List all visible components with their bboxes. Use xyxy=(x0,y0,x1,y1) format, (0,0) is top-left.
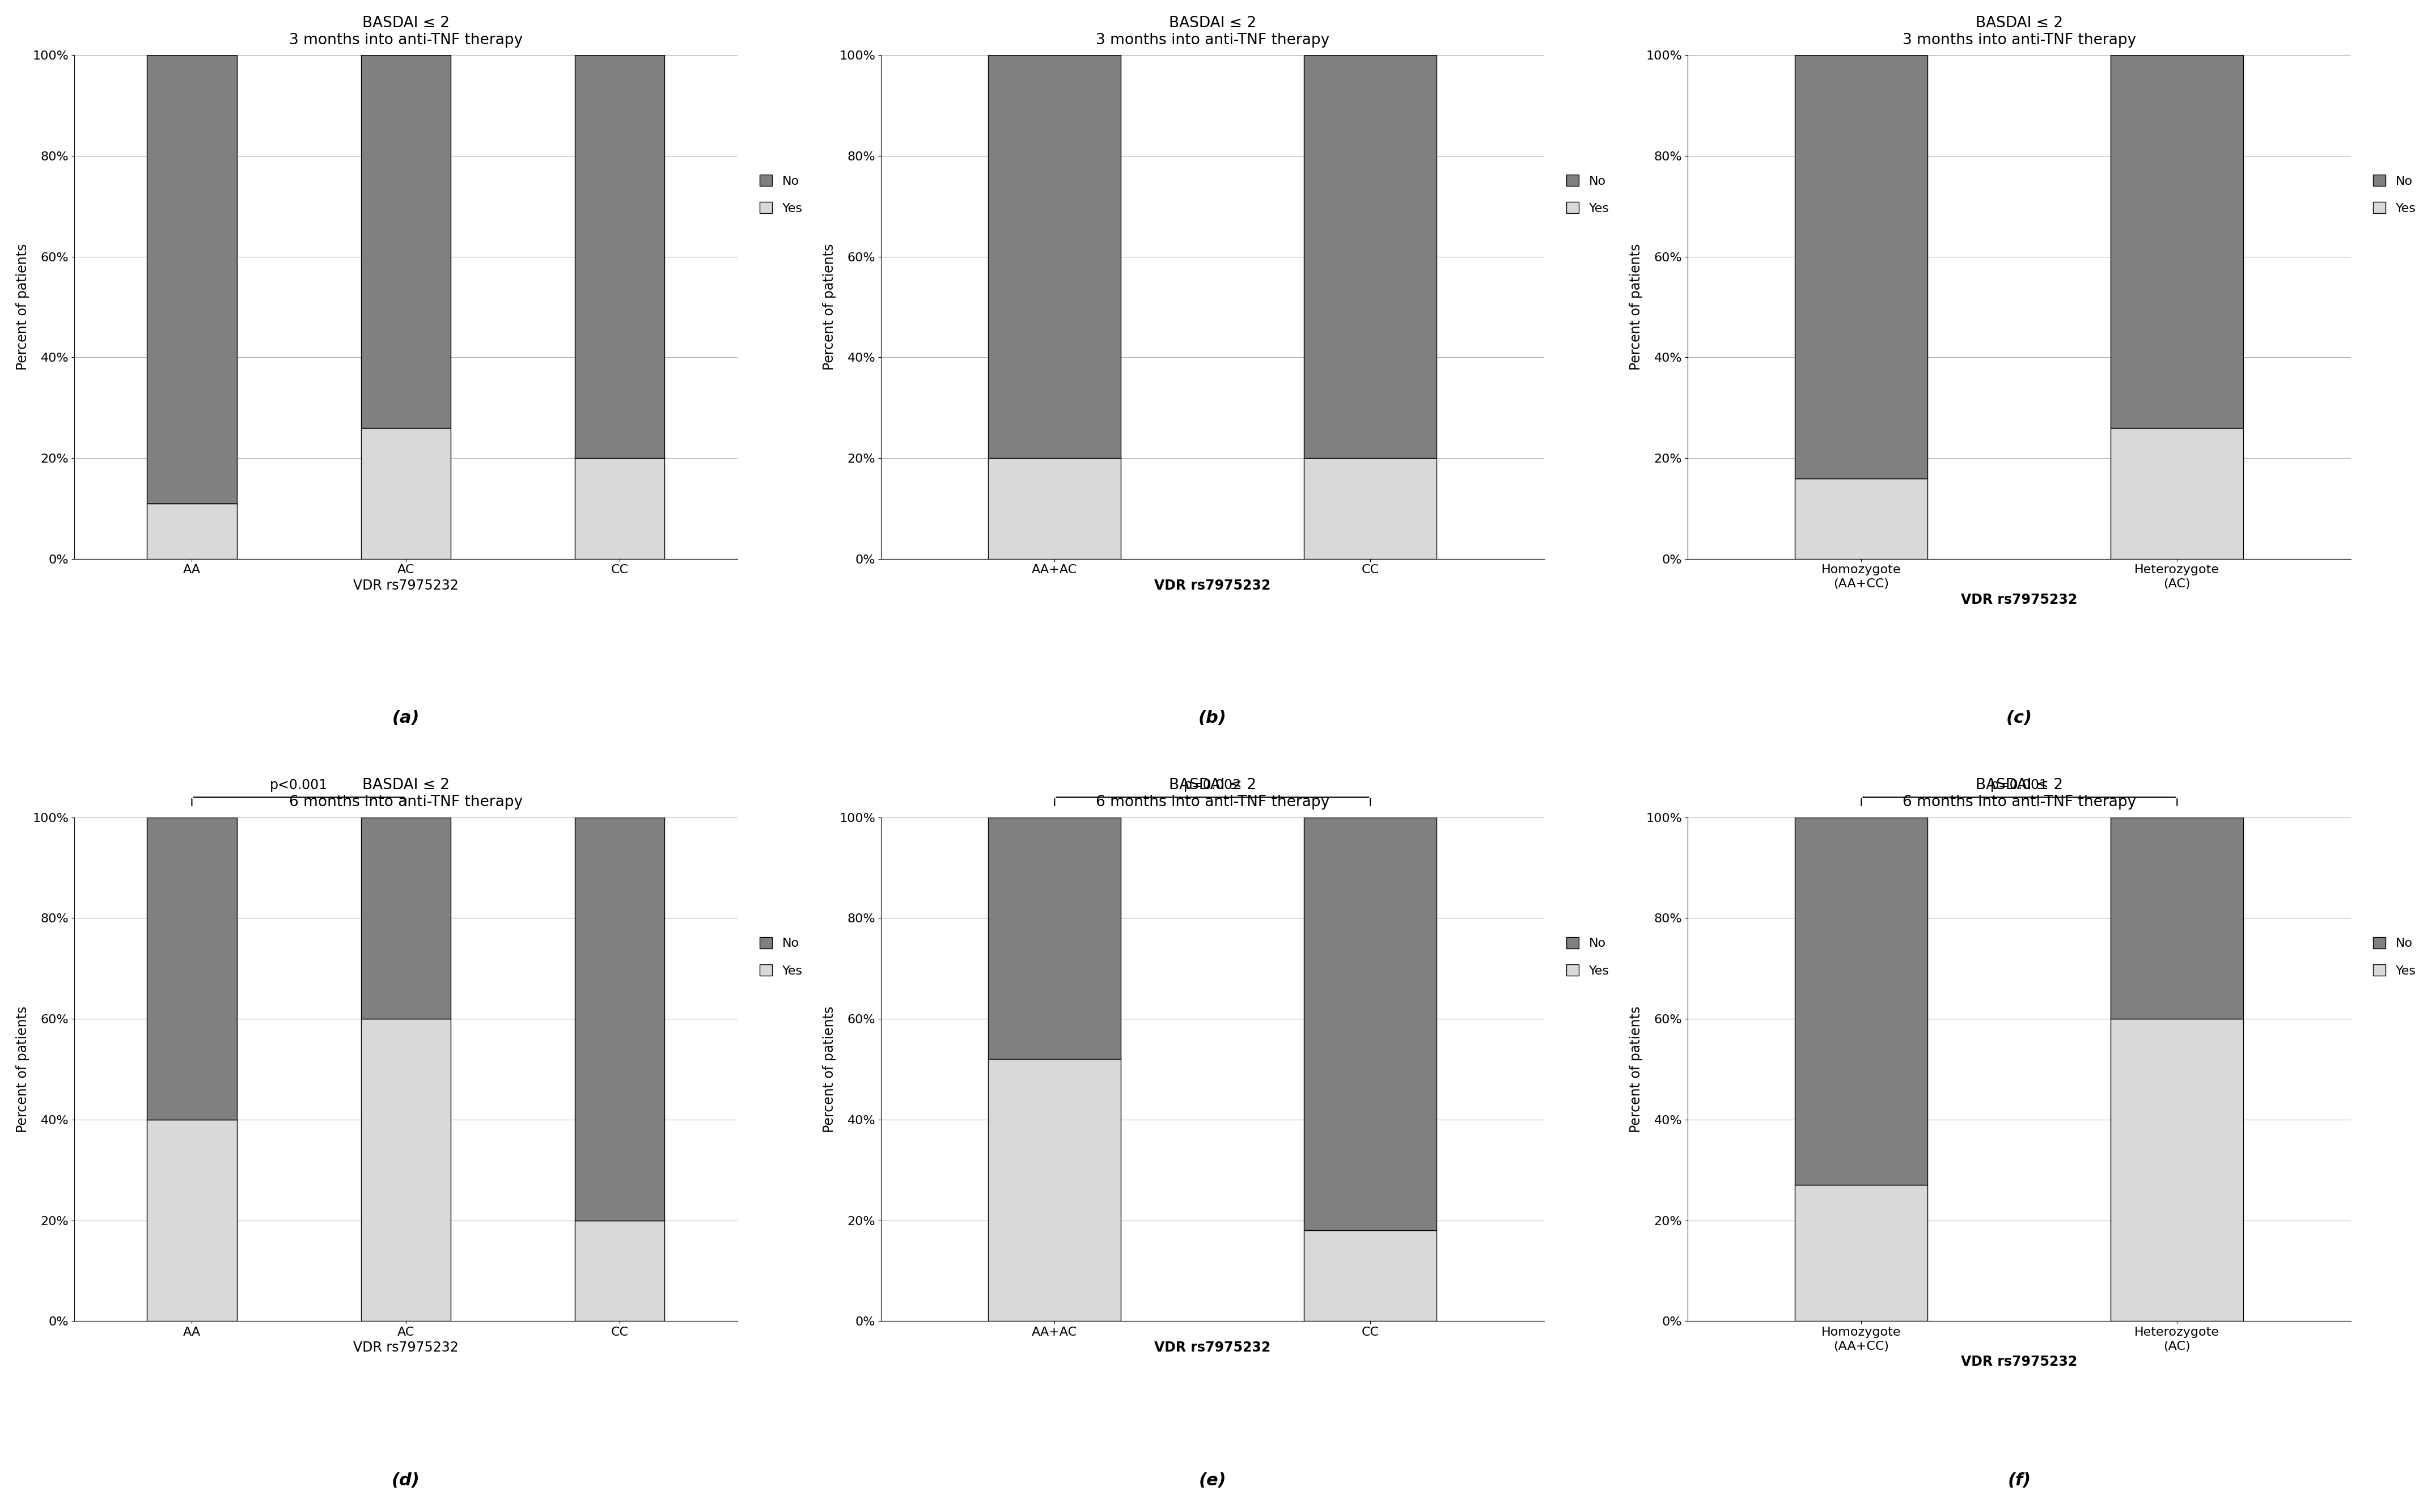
Title: BASDAI ≤ 2
3 months into anti-TNF therapy: BASDAI ≤ 2 3 months into anti-TNF therap… xyxy=(1097,15,1330,47)
X-axis label: VDR rs7975232: VDR rs7975232 xyxy=(1155,579,1270,593)
Bar xyxy=(2111,1019,2242,1321)
Y-axis label: Percent of patients: Percent of patients xyxy=(15,1005,29,1132)
Title: BASDAI ≤ 2
6 months into anti-TNF therapy: BASDAI ≤ 2 6 months into anti-TNF therap… xyxy=(1902,779,2135,810)
Y-axis label: Percent of patients: Percent of patients xyxy=(822,243,837,370)
Bar xyxy=(1304,1231,1437,1321)
Bar xyxy=(146,1119,236,1321)
Bar xyxy=(2111,428,2242,559)
Text: (b): (b) xyxy=(1199,711,1226,726)
Bar xyxy=(1795,818,1929,1185)
Bar xyxy=(987,818,1121,1058)
X-axis label: VDR rs7975232: VDR rs7975232 xyxy=(353,1341,457,1355)
Bar xyxy=(146,818,236,1119)
Bar xyxy=(987,458,1121,559)
Y-axis label: Percent of patients: Percent of patients xyxy=(822,1005,837,1132)
Bar xyxy=(987,54,1121,458)
Legend: No, Yes: No, Yes xyxy=(2371,934,2417,980)
Bar xyxy=(360,1019,450,1321)
Bar xyxy=(1795,1185,1929,1321)
X-axis label: VDR rs7975232: VDR rs7975232 xyxy=(353,579,457,593)
Bar xyxy=(987,1058,1121,1321)
Bar xyxy=(574,818,664,1220)
Legend: No, Yes: No, Yes xyxy=(756,934,805,980)
Bar xyxy=(146,503,236,559)
Bar xyxy=(1795,478,1929,559)
Title: BASDAI ≤ 2
6 months into anti-TNF therapy: BASDAI ≤ 2 6 months into anti-TNF therap… xyxy=(289,779,523,810)
Bar xyxy=(360,818,450,1019)
Legend: No, Yes: No, Yes xyxy=(756,172,805,216)
Title: BASDAI ≤ 2
6 months into anti-TNF therapy: BASDAI ≤ 2 6 months into anti-TNF therap… xyxy=(1097,779,1330,810)
Y-axis label: Percent of patients: Percent of patients xyxy=(1629,1005,1642,1132)
Text: (c): (c) xyxy=(2006,711,2033,726)
Bar xyxy=(574,458,664,559)
Bar xyxy=(1304,54,1437,458)
Title: BASDAI ≤ 2
3 months into anti-TNF therapy: BASDAI ≤ 2 3 months into anti-TNF therap… xyxy=(1902,15,2135,47)
Bar xyxy=(1304,818,1437,1231)
Bar xyxy=(360,54,450,428)
Legend: No, Yes: No, Yes xyxy=(1564,934,1612,980)
Bar xyxy=(2111,818,2242,1019)
Text: (e): (e) xyxy=(1199,1473,1226,1489)
Y-axis label: Percent of patients: Percent of patients xyxy=(1629,243,1642,370)
Legend: No, Yes: No, Yes xyxy=(1564,172,1612,216)
Text: p<0.001: p<0.001 xyxy=(270,779,328,792)
Bar xyxy=(146,54,236,503)
Bar xyxy=(574,1220,664,1321)
Bar xyxy=(1304,458,1437,559)
Bar xyxy=(360,428,450,559)
Bar xyxy=(574,54,664,458)
X-axis label: VDR rs7975232: VDR rs7975232 xyxy=(1960,1355,2077,1368)
X-axis label: VDR rs7975232: VDR rs7975232 xyxy=(1155,1341,1270,1355)
Bar xyxy=(1795,54,1929,478)
Bar xyxy=(2111,54,2242,428)
Text: (f): (f) xyxy=(2006,1473,2031,1489)
X-axis label: VDR rs7975232: VDR rs7975232 xyxy=(1960,593,2077,606)
Text: (a): (a) xyxy=(392,711,421,726)
Text: p=0.001: p=0.001 xyxy=(1989,779,2048,792)
Title: BASDAI ≤ 2
3 months into anti-TNF therapy: BASDAI ≤ 2 3 months into anti-TNF therap… xyxy=(289,15,523,47)
Legend: No, Yes: No, Yes xyxy=(2371,172,2417,216)
Text: p=0.002: p=0.002 xyxy=(1184,779,1240,792)
Text: (d): (d) xyxy=(392,1473,421,1489)
Y-axis label: Percent of patients: Percent of patients xyxy=(15,243,29,370)
